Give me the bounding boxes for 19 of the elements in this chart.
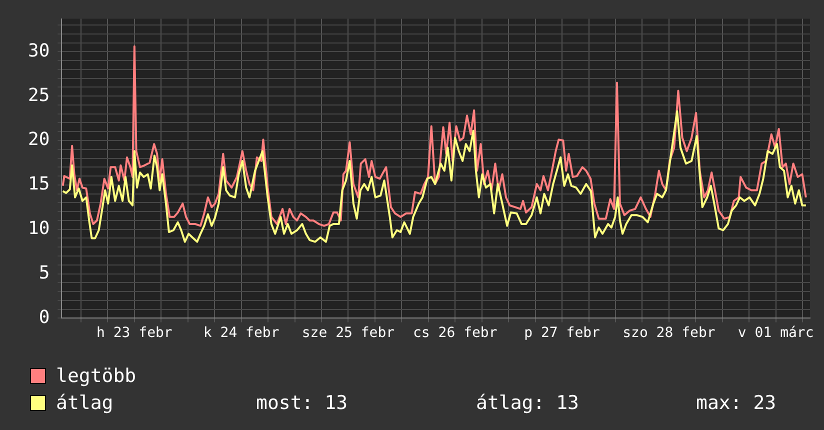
legend-label: átlag [56,392,114,414]
y-tick-label: 5 [38,262,50,284]
x-tick-label: k 24 febr [203,325,280,342]
x-tick-label: v 01 márc [738,325,814,342]
x-tick-label: szo 28 febr [622,325,716,342]
y-tick-label: 0 [38,306,50,328]
y-tick-label: 25 [28,84,50,106]
text: most: 13 [256,392,349,414]
x-tick-label: p 27 febr [524,325,600,342]
y-tick-label: 15 [28,174,50,195]
text: átlag: 13 [476,392,580,414]
legend-label: legtöbb [56,364,138,386]
x-tick-label: h 23 febr [96,325,172,342]
text: max: 23 [696,392,778,414]
y-tick-label: 20 [28,129,50,150]
y-tick-label: 10 [28,218,50,240]
x-tick-label: cs 26 febr [412,325,498,342]
y-tick-label: 30 [28,40,50,62]
x-tick-label: sze 25 febr [302,325,395,342]
